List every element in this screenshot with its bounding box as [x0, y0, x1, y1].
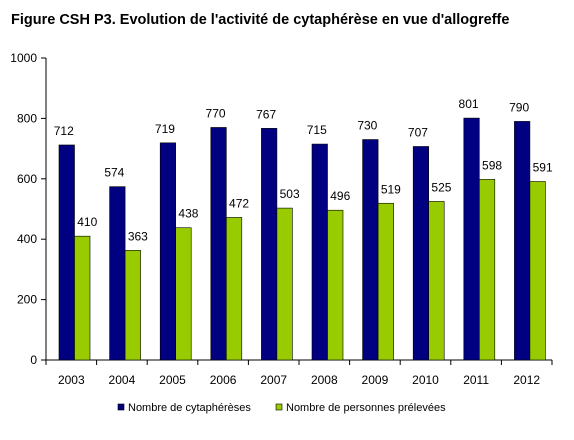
legend-label: Nombre de cytaphérèses	[128, 402, 251, 414]
data-label: 363	[128, 229, 148, 243]
bar-personnes-2012	[529, 181, 546, 361]
y-tick-label: 600	[17, 172, 37, 186]
bar-cytaphereses-2007	[261, 128, 278, 361]
bar-personnes-2009	[377, 202, 394, 361]
bar-personnes-2010	[428, 201, 445, 361]
data-label: 790	[509, 100, 529, 114]
x-tick-label: 2003	[58, 373, 85, 387]
bar-cytaphereses-2010	[412, 146, 430, 361]
bar-personnes-2008	[327, 209, 344, 361]
legend: Nombre de cytaphérèses Nombre de personne…	[117, 402, 446, 414]
x-tick-label: 2010	[412, 373, 439, 387]
data-label: 574	[104, 166, 124, 180]
legend-swatch-personnes	[275, 403, 283, 411]
x-tick-label: 2005	[159, 373, 186, 387]
data-label: 438	[178, 207, 198, 221]
data-labels: 712 574 719 770 767 715 730 707 801 790 410 363 438 4…	[54, 97, 553, 243]
data-label: 591	[533, 161, 553, 175]
legend-swatch-cytaphereses	[117, 403, 125, 411]
data-label: 525	[431, 180, 451, 194]
data-label: 503	[280, 187, 300, 201]
bar-cytaphereses-2006	[210, 127, 227, 361]
axes: 0 200 400 600 800 1000 2003 2004 2005 2006 2007 200…	[10, 51, 553, 387]
y-tick-label: 400	[17, 232, 37, 246]
data-label: 496	[330, 189, 350, 203]
y-tick-label: 1000	[10, 51, 37, 65]
data-label: 730	[357, 119, 377, 133]
bar-personnes-2011	[478, 179, 496, 361]
bar-cytaphereses-2008	[311, 143, 328, 361]
data-label: 598	[482, 158, 502, 172]
y-tick-label: 800	[17, 111, 37, 125]
x-tick-label: 2008	[311, 373, 338, 387]
data-label: 707	[408, 125, 428, 139]
data-label: 712	[54, 124, 74, 138]
y-tick-label: 0	[30, 353, 37, 367]
chart-title: Figure CSH P3. Evolution de l'activité d…	[11, 12, 510, 28]
bar-cytaphereses-2004	[109, 186, 126, 361]
data-label: 719	[155, 122, 175, 136]
x-tick-label: 2007	[260, 373, 287, 387]
bar-cytaphereses-2005	[159, 142, 176, 361]
bars	[58, 117, 546, 361]
bar-personnes-2007	[276, 207, 293, 361]
bar-personnes-2004	[124, 250, 141, 361]
data-label: 715	[307, 123, 327, 137]
bar-personnes-2006	[226, 217, 243, 361]
bar-cytaphereses-2012	[514, 121, 531, 361]
data-label: 519	[381, 182, 401, 196]
data-label: 472	[229, 196, 249, 210]
x-tick-label: 2006	[210, 373, 237, 387]
y-tick-label: 200	[17, 293, 37, 307]
x-tick-label: 2009	[362, 373, 389, 387]
bar-cytaphereses-2011	[463, 117, 480, 361]
data-label: 410	[77, 215, 97, 229]
data-label: 767	[256, 107, 276, 121]
x-tick-label: 2011	[463, 373, 489, 387]
x-tick-label: 2004	[109, 373, 136, 387]
data-label: 770	[206, 106, 226, 120]
bar-cytaphereses-2009	[362, 139, 379, 361]
data-label: 801	[459, 97, 479, 111]
bar-personnes-2003	[74, 235, 91, 361]
x-tick-label: 2012	[513, 373, 540, 387]
bar-cytaphereses-2003	[58, 144, 75, 361]
legend-label: Nombre de personnes prélevées	[286, 402, 446, 414]
bar-personnes-2005	[175, 227, 192, 361]
